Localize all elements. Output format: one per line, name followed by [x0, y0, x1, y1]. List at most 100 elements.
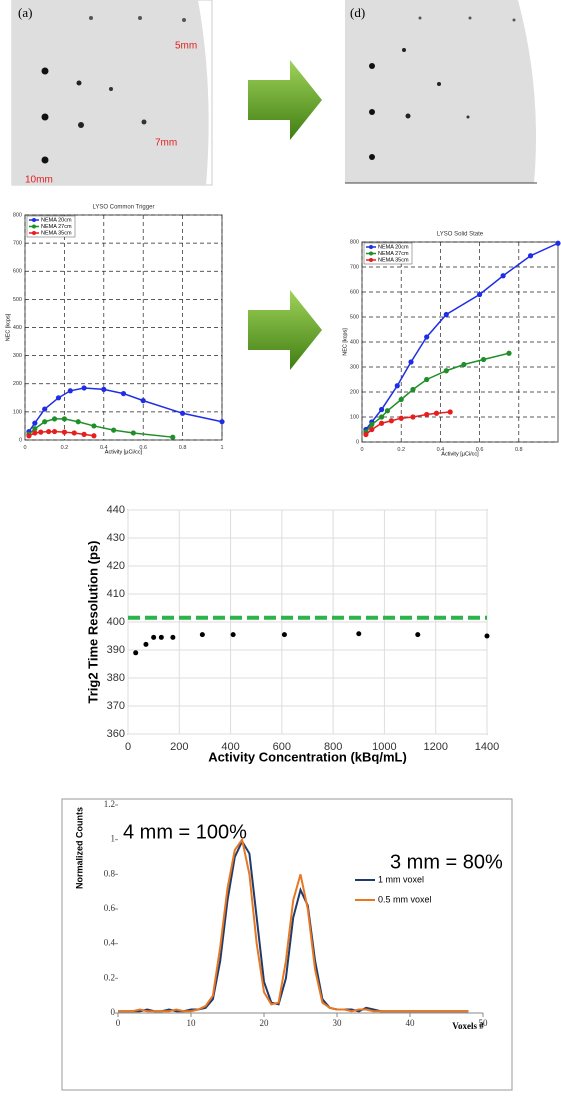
data-point: [46, 429, 51, 434]
data-point: [385, 408, 390, 413]
data-point: [408, 359, 413, 364]
x-tick-label: 0.8: [515, 447, 523, 453]
data-point: [379, 407, 384, 412]
legend-marker: [32, 225, 36, 229]
annotation: 3 mm = 80%: [390, 851, 503, 873]
y-tick-label: 100: [350, 414, 359, 420]
dot: [406, 114, 411, 119]
data-point: [62, 430, 67, 435]
annotation: 10mm: [25, 175, 53, 186]
y-tick-label: 800: [350, 239, 359, 245]
x-tick-label: 1400: [475, 741, 499, 753]
legend-marker: [369, 252, 373, 256]
data-point: [131, 430, 136, 435]
data-point: [170, 435, 175, 440]
data-point: [369, 427, 374, 432]
data-point: [68, 388, 73, 393]
data-point: [141, 398, 146, 403]
legend-label: NEMA 20cm: [41, 217, 72, 223]
legend-label: NEMA 20cm: [378, 244, 409, 250]
data-point: [501, 273, 506, 278]
data-point: [180, 411, 185, 416]
y-tick-label: 600: [13, 269, 22, 275]
y-tick-label: 1: [111, 834, 116, 844]
data-point: [379, 421, 384, 426]
y-tick-label: 0.2: [104, 972, 115, 982]
data-point: [26, 433, 31, 438]
x-tick-label: 0.8: [179, 445, 187, 451]
legend-label: 0.5 mm voxel: [378, 894, 432, 904]
data-point: [72, 430, 77, 435]
y-tick-label: 200: [350, 389, 359, 395]
dot: [109, 87, 113, 91]
data-point: [485, 634, 490, 639]
data-point: [170, 635, 175, 640]
y-tick-label: 100: [13, 409, 22, 415]
x-axis-label: Activity [µCi/cc]: [105, 449, 143, 455]
dot: [42, 157, 49, 164]
data-point: [506, 351, 511, 356]
y-tick-label: 300: [13, 353, 22, 359]
data-point: [434, 411, 439, 416]
data-point: [52, 429, 57, 434]
dot: [182, 18, 186, 22]
y-tick-label: 600: [350, 289, 359, 295]
data-point: [231, 632, 236, 637]
y-axis-label: Normalized Counts: [74, 807, 84, 889]
x-tick-label: 0: [116, 1018, 121, 1028]
dot: [437, 82, 441, 86]
dot: [419, 17, 422, 20]
phantom-right: (d): [345, 0, 537, 183]
y-tick-label: 0: [19, 437, 22, 443]
data-point: [38, 430, 43, 435]
y-tick-label: 0.6: [104, 903, 116, 913]
y-tick-label: 360: [107, 728, 125, 740]
data-point: [444, 368, 449, 373]
data-point: [82, 385, 87, 390]
dot: [469, 17, 472, 20]
data-point: [395, 383, 400, 388]
dot: [142, 120, 147, 125]
y-tick-label: 430: [107, 532, 125, 544]
y-tick-label: 440: [107, 504, 125, 516]
data-point: [399, 397, 404, 402]
legend-marker: [369, 245, 373, 249]
data-point: [448, 409, 453, 414]
x-tick-label: 20: [260, 1018, 270, 1028]
arrow: [248, 290, 322, 370]
y-tick-label: 410: [107, 588, 125, 600]
data-point: [82, 432, 87, 437]
x-tick-label: 200: [170, 741, 188, 753]
y-axis-label: NEC [kcps]: [342, 328, 348, 356]
y-tick-label: 370: [107, 700, 125, 712]
legend-label: NEMA 35cm: [41, 230, 72, 236]
data-point: [62, 416, 67, 421]
data-point: [121, 391, 126, 396]
data-point: [282, 632, 287, 637]
data-point: [52, 416, 57, 421]
data-point: [42, 419, 47, 424]
y-tick-label: 700: [13, 241, 22, 247]
y-axis-label: NEC [kcps]: [5, 313, 11, 341]
dot: [369, 63, 375, 69]
data-point: [143, 642, 148, 647]
chart-title: LYSO Common Trigger: [93, 205, 155, 211]
x-axis-label: Activity Concentration (kBq/mL): [208, 749, 407, 764]
dot: [138, 16, 142, 20]
legend-marker: [32, 231, 36, 235]
data-point: [461, 362, 466, 367]
figure: (a) 5mm 7mm 10mm (d) 0100200300400500600…: [0, 0, 561, 1096]
data-point: [111, 428, 116, 433]
panel-label: (a): [18, 5, 32, 20]
data-point: [415, 632, 420, 637]
phantom-area: [12, 0, 209, 185]
arrow: [248, 60, 322, 140]
x-tick-label: 0.2: [61, 445, 69, 451]
data-point: [356, 631, 361, 636]
y-tick-label: 0.8: [104, 868, 116, 878]
data-point: [200, 632, 205, 637]
y-tick-label: 0: [111, 1007, 116, 1017]
dot: [402, 48, 406, 52]
y-tick-label: 200: [13, 381, 22, 387]
x-axis-label: Voxels #: [452, 1021, 484, 1031]
